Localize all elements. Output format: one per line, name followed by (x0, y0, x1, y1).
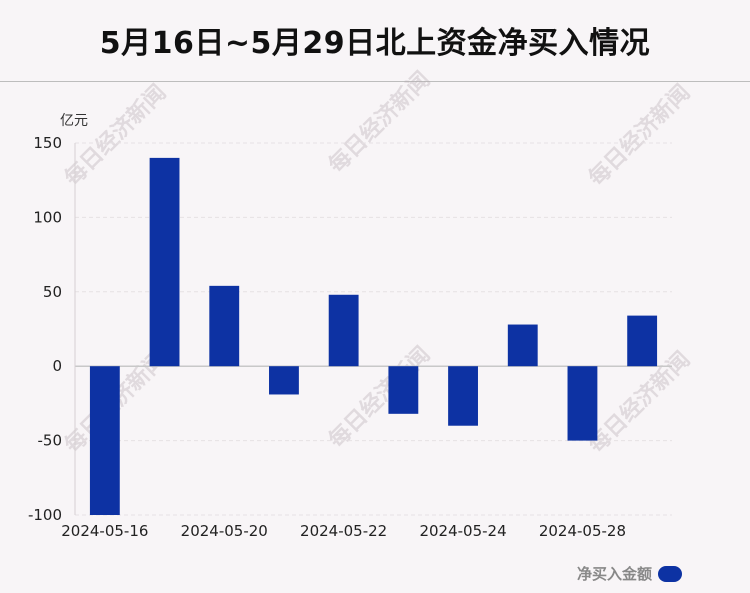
x-tick-label: 2024-05-28 (539, 522, 626, 540)
y-tick-label: -100 (28, 506, 62, 524)
legend-label: 净买入金额 (577, 565, 653, 583)
bar-2024-05-24 (448, 366, 478, 426)
legend-swatch (658, 565, 683, 582)
bar-2024-05-17 (149, 157, 180, 367)
legend: 净买入金额 (577, 563, 683, 584)
bar-2024-05-16 (89, 366, 120, 515)
x-tick-label: 2024-05-24 (419, 522, 506, 540)
y-axis-unit: 亿元 (60, 113, 88, 129)
bar-2024-05-22 (328, 294, 359, 367)
y-tick-label: 50 (43, 283, 62, 301)
bar-2024-05-28 (567, 366, 598, 441)
y-tick-label: 100 (33, 208, 62, 226)
y-axis-ticks: 150 100 50 0 -50 -100 (28, 134, 62, 524)
title-divider (0, 81, 750, 82)
bar-2024-05-29 (627, 315, 658, 367)
bar-2024-05-21 (269, 366, 299, 395)
chart-title: 5月16日~5月29日北上资金净买入情况 (99, 26, 651, 61)
bar-2024-05-20 (209, 285, 240, 367)
x-tick-label: 2024-05-20 (181, 522, 268, 540)
y-tick-label: 0 (52, 357, 62, 375)
x-tick-label: 2024-05-22 (300, 522, 387, 540)
y-tick-label: -50 (38, 432, 63, 450)
y-tick-label: 150 (33, 134, 62, 152)
bars (89, 157, 658, 515)
x-axis-ticks: 2024-05-16 2024-05-20 2024-05-22 2024-05-24… (61, 522, 626, 540)
bar-2024-05-27 (507, 324, 538, 367)
x-tick-label: 2024-05-16 (61, 522, 148, 540)
bar-2024-05-23 (388, 366, 419, 414)
